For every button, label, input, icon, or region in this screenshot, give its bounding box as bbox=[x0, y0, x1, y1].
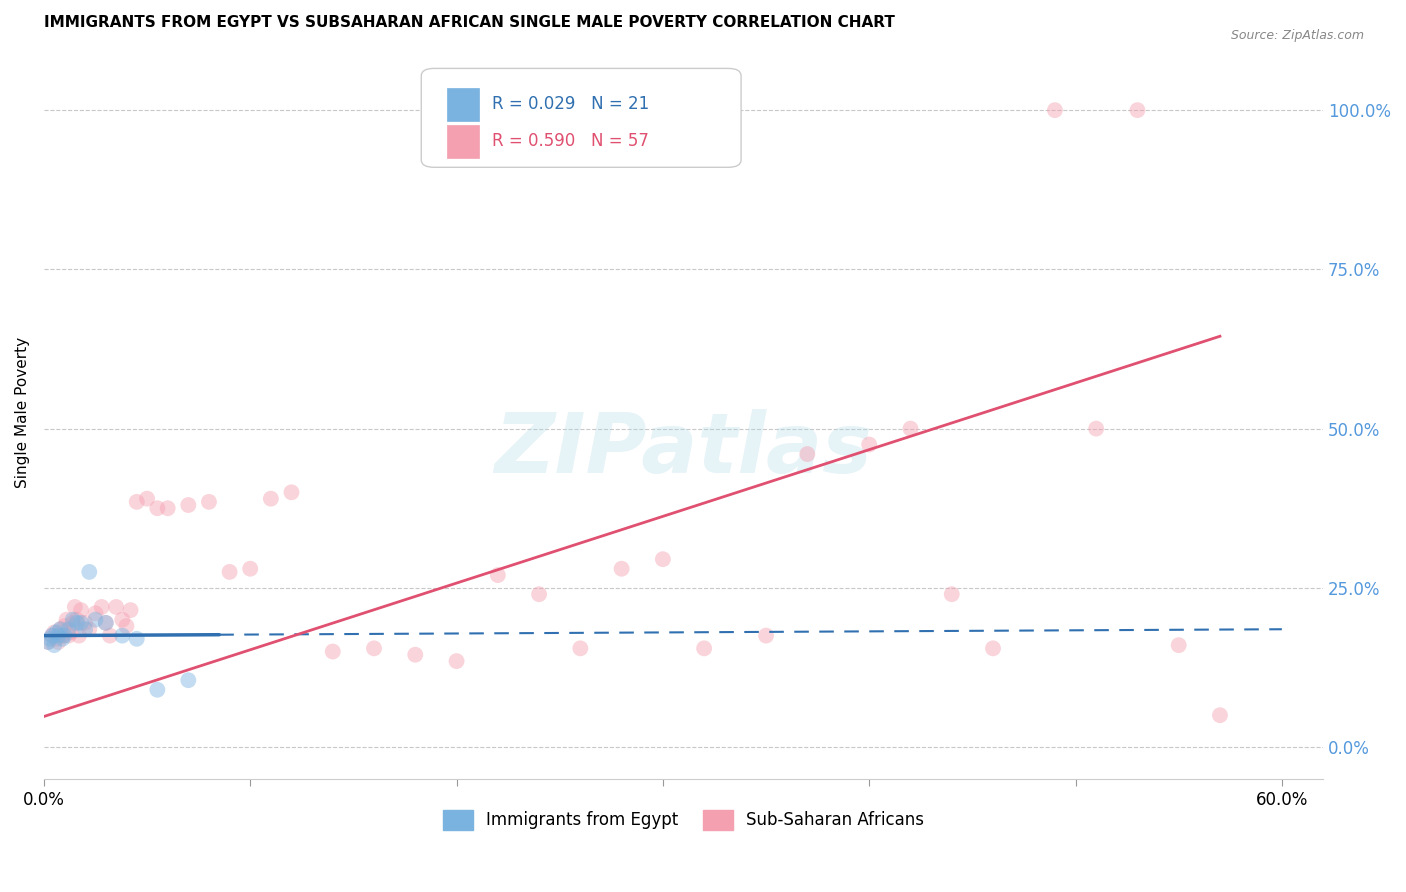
Point bbox=[1126, 103, 1149, 117]
Point bbox=[70, 615, 93, 630]
Point bbox=[1167, 638, 1189, 652]
Point bbox=[322, 644, 344, 658]
Point bbox=[37, 635, 59, 649]
Point bbox=[67, 629, 90, 643]
Point bbox=[900, 421, 922, 435]
Point bbox=[58, 622, 80, 636]
Text: R = 0.590   N = 57: R = 0.590 N = 57 bbox=[492, 132, 648, 150]
Point bbox=[111, 613, 134, 627]
Point bbox=[981, 641, 1004, 656]
Point bbox=[156, 501, 179, 516]
Point bbox=[125, 495, 148, 509]
Point bbox=[59, 625, 82, 640]
Text: R = 0.029   N = 21: R = 0.029 N = 21 bbox=[492, 95, 650, 113]
Point bbox=[260, 491, 283, 506]
Point bbox=[136, 491, 159, 506]
Point bbox=[1209, 708, 1232, 723]
Point bbox=[569, 641, 592, 656]
Point bbox=[79, 622, 101, 636]
Point bbox=[66, 613, 89, 627]
Point bbox=[75, 622, 97, 636]
Point bbox=[177, 673, 200, 688]
Point bbox=[177, 498, 200, 512]
Point bbox=[39, 632, 62, 646]
Point bbox=[75, 615, 97, 630]
Point bbox=[146, 682, 169, 697]
Point bbox=[125, 632, 148, 646]
Point bbox=[941, 587, 963, 601]
Point bbox=[44, 638, 66, 652]
Point bbox=[111, 629, 134, 643]
Point bbox=[239, 562, 262, 576]
Point bbox=[44, 625, 66, 640]
Text: Source: ZipAtlas.com: Source: ZipAtlas.com bbox=[1230, 29, 1364, 43]
Text: IMMIGRANTS FROM EGYPT VS SUBSAHARAN AFRICAN SINGLE MALE POVERTY CORRELATION CHAR: IMMIGRANTS FROM EGYPT VS SUBSAHARAN AFRI… bbox=[44, 15, 894, 30]
Point bbox=[53, 629, 76, 643]
Point bbox=[62, 615, 84, 630]
Bar bbox=[447, 88, 479, 121]
Point bbox=[84, 607, 107, 621]
Point bbox=[45, 632, 67, 646]
Point bbox=[49, 622, 72, 636]
Point bbox=[41, 629, 63, 643]
Point bbox=[45, 625, 67, 640]
FancyBboxPatch shape bbox=[422, 69, 741, 168]
Point bbox=[796, 447, 818, 461]
Point bbox=[693, 641, 716, 656]
Y-axis label: Single Male Poverty: Single Male Poverty bbox=[15, 337, 30, 488]
Point bbox=[527, 587, 550, 601]
Point bbox=[105, 599, 128, 614]
Point bbox=[94, 615, 117, 630]
Bar bbox=[447, 125, 479, 158]
Point bbox=[46, 629, 69, 643]
Point bbox=[51, 632, 73, 646]
Point bbox=[651, 552, 673, 566]
Point bbox=[37, 635, 59, 649]
Point bbox=[280, 485, 302, 500]
Point bbox=[70, 603, 93, 617]
Point bbox=[610, 562, 633, 576]
Point bbox=[79, 565, 101, 579]
Legend: Immigrants from Egypt, Sub-Saharan Africans: Immigrants from Egypt, Sub-Saharan Afric… bbox=[436, 803, 931, 837]
Point bbox=[120, 603, 142, 617]
Point bbox=[53, 619, 76, 633]
Point bbox=[755, 629, 778, 643]
Point bbox=[55, 613, 77, 627]
Point bbox=[94, 615, 117, 630]
Point bbox=[46, 635, 69, 649]
Point bbox=[218, 565, 240, 579]
Point bbox=[63, 599, 86, 614]
Point bbox=[404, 648, 426, 662]
Point bbox=[1085, 421, 1108, 435]
Point bbox=[446, 654, 468, 668]
Point bbox=[858, 437, 880, 451]
Point bbox=[90, 599, 112, 614]
Point bbox=[51, 629, 73, 643]
Point bbox=[58, 629, 80, 643]
Point bbox=[62, 613, 84, 627]
Point bbox=[41, 629, 63, 643]
Point bbox=[363, 641, 385, 656]
Point bbox=[486, 568, 509, 582]
Point bbox=[115, 619, 138, 633]
Point bbox=[49, 622, 72, 636]
Point bbox=[66, 615, 89, 630]
Text: ZIPatlas: ZIPatlas bbox=[495, 409, 873, 490]
Point bbox=[198, 495, 221, 509]
Point bbox=[84, 613, 107, 627]
Point bbox=[1043, 103, 1066, 117]
Point bbox=[98, 629, 121, 643]
Point bbox=[146, 501, 169, 516]
